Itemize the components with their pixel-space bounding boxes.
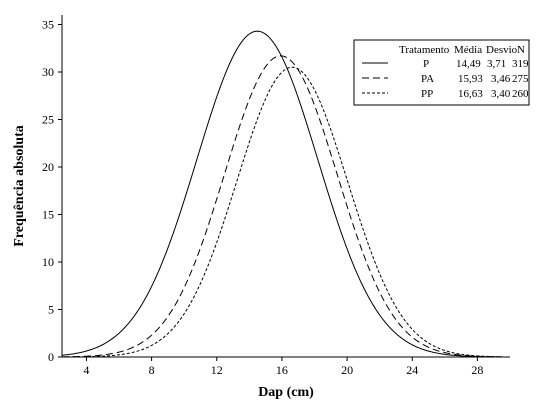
y-ticks: 0 5 10 15 20 25 30 35 xyxy=(42,18,62,364)
y-tick-label: 25 xyxy=(42,113,54,127)
x-tick-label: 8 xyxy=(149,363,155,377)
legend-header-desvio: Desvio xyxy=(486,44,518,56)
legend-row-pp-media: 16,63 xyxy=(458,88,483,100)
y-tick-label: 10 xyxy=(42,255,54,269)
curves xyxy=(61,30,502,358)
legend-row-p-name: P xyxy=(423,58,429,70)
legend-header-tratamento: Tratamento xyxy=(399,44,450,56)
legend-row-pa-name: PA xyxy=(421,73,434,85)
legend-row-p-n: 319 xyxy=(512,58,529,70)
y-tick-label: 20 xyxy=(42,160,54,174)
x-tick-label: 28 xyxy=(471,363,483,377)
legend-row-pp-desvio: 3,40 xyxy=(491,88,511,100)
legend-header-n: N xyxy=(517,44,525,56)
y-axis-title: Frequência absoluta xyxy=(12,125,27,246)
legend-row-pa-desvio: 3,46 xyxy=(491,73,511,85)
x-axis-title: Dap (cm) xyxy=(258,385,314,400)
x-tick-label: 12 xyxy=(211,363,223,377)
x-tick-label: 20 xyxy=(341,363,353,377)
y-tick-label: 30 xyxy=(42,65,54,79)
legend-row-p-media: 14,49 xyxy=(456,58,481,70)
x-tick-label: 4 xyxy=(83,363,89,377)
x-tick-label: 16 xyxy=(276,363,288,377)
x-tick-label: 24 xyxy=(406,363,418,377)
x-ticks: 4 8 12 16 20 24 28 xyxy=(83,357,483,377)
legend: Tratamento Média Desvio N P 14,49 3,71 3… xyxy=(353,39,530,106)
y-tick-label: 35 xyxy=(42,18,54,32)
legend-header-media: Média xyxy=(454,44,482,56)
y-tick-label: 5 xyxy=(48,303,54,317)
legend-row-pp-name: PP xyxy=(421,88,433,100)
legend-row-pa-n: 275 xyxy=(512,73,529,85)
series-p-line xyxy=(61,30,502,358)
legend-row-pa-media: 15,93 xyxy=(458,73,483,85)
series-pp-line xyxy=(61,66,502,358)
legend-row-p-desvio: 3,71 xyxy=(487,58,506,70)
legend-box xyxy=(353,39,530,106)
series-pa-line xyxy=(61,55,502,358)
y-tick-label: 0 xyxy=(48,350,54,364)
legend-row-pp-n: 260 xyxy=(512,88,529,100)
y-tick-label: 15 xyxy=(42,208,54,222)
